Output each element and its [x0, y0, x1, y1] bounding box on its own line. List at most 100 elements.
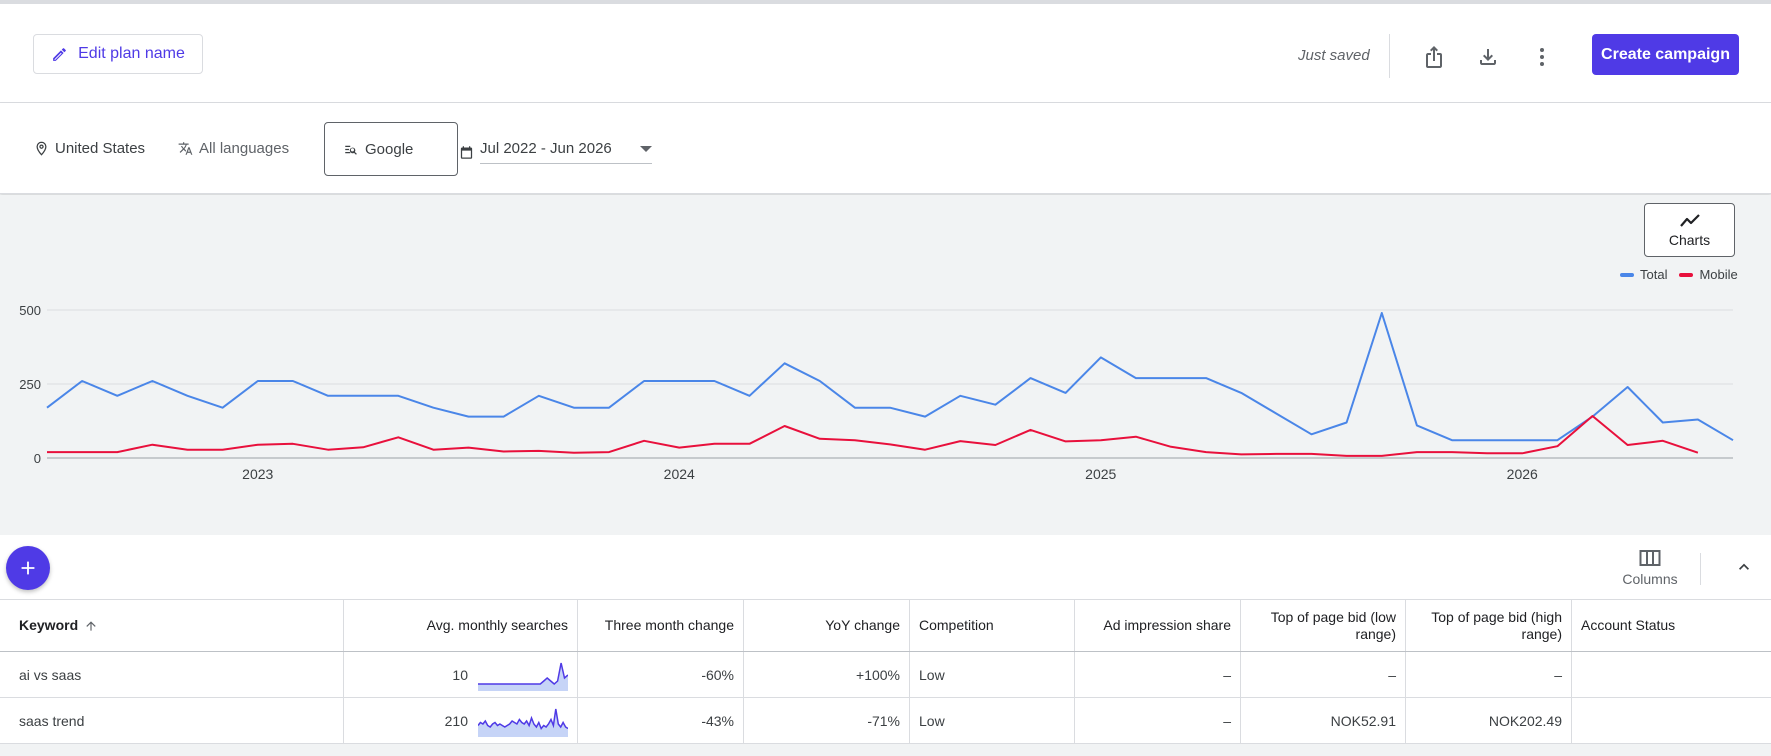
header-divider [1389, 34, 1390, 78]
header-acc-label: Account Status [1581, 617, 1676, 633]
header-3m-label: Three month change [604, 617, 734, 633]
account-status-cell [1572, 698, 1771, 743]
header-keyword[interactable]: Keyword [0, 600, 344, 651]
header-keyword-label: Keyword [19, 617, 79, 633]
date-range-filter[interactable]: Jul 2022 - Jun 2026 [459, 140, 652, 164]
columns-icon [1639, 550, 1661, 566]
trend-chart-panel: 0 250 500 2023 2024 2025 2026 Charts Total Mob… [0, 195, 1771, 535]
header-bid-low[interactable]: Top of page bid (low range) [1241, 600, 1406, 651]
series-line-total [46, 312, 1734, 442]
legend-label-mobile: Mobile [1699, 267, 1738, 282]
trend-sparkline [478, 708, 568, 737]
bid-low-cell: – [1241, 652, 1406, 697]
date-range-label: Jul 2022 - Jun 2026 [480, 140, 612, 157]
yoy-change-cell: -71% [744, 698, 910, 743]
bid-low-cell: NOK52.91 [1241, 698, 1406, 743]
sparkline-area [478, 708, 568, 737]
y-tick-label: 0 [34, 451, 41, 466]
header-three-month-change[interactable]: Three month change [578, 600, 744, 651]
legend-label-total: Total [1640, 267, 1668, 282]
header-avg-label: Avg. monthly searches [426, 617, 568, 633]
chart-legend: Total Mobile [1620, 267, 1738, 282]
plus-icon [21, 561, 35, 575]
y-tick-label: 250 [19, 377, 41, 392]
more-vert-icon [1540, 48, 1544, 66]
edit-plan-name-label: Edit plan name [78, 45, 185, 62]
plan-header: Edit plan name Just saved Create campaig… [0, 0, 1771, 103]
filter-bar: United States All languages Google Jul 2… [0, 103, 1771, 194]
bid-high-cell: – [1406, 652, 1572, 697]
create-campaign-button[interactable]: Create campaign [1592, 34, 1739, 75]
header-competition[interactable]: Competition [910, 600, 1075, 651]
edit-plan-name-button[interactable]: Edit plan name [33, 34, 203, 74]
more-options-button[interactable] [1524, 39, 1560, 75]
table-toolbar: Columns [0, 535, 1771, 600]
legend-item-mobile: Mobile [1679, 267, 1738, 282]
avg-searches-cell: 210 [344, 698, 578, 743]
network-filter[interactable]: Google [324, 122, 458, 176]
location-filter-label: United States [55, 140, 146, 157]
ad-share-cell: – [1075, 652, 1241, 697]
header-bid-high-label: Top of page bid (high range) [1431, 608, 1562, 642]
download-button[interactable] [1470, 39, 1506, 75]
sparkline-line [478, 662, 568, 685]
y-tick-label: 500 [19, 303, 41, 318]
network-filter-label: Google [365, 140, 414, 158]
save-status-text: Just saved [1298, 47, 1370, 64]
columns-button-label: Columns [1622, 571, 1678, 587]
charts-toggle-button[interactable]: Charts [1644, 203, 1735, 257]
share-button[interactable] [1416, 39, 1452, 75]
header-bid-low-label: Top of page bid (low range) [1270, 608, 1396, 642]
table-header-row: Keyword Avg. monthly searches Three mont… [0, 600, 1771, 652]
chevron-up-icon [1739, 563, 1749, 570]
collapse-chart-button[interactable] [1730, 553, 1758, 581]
location-pin-icon [36, 141, 47, 156]
competition-cell: Low [910, 652, 1075, 697]
header-ad-impression-share[interactable]: Ad impression share [1075, 600, 1241, 651]
x-tick-label: 2023 [242, 466, 273, 482]
add-keyword-button[interactable] [6, 546, 50, 590]
header-account-status[interactable]: Account Status [1572, 600, 1771, 651]
avg-searches-cell: 10 [344, 652, 578, 697]
calendar-icon [460, 145, 473, 159]
yoy-change-cell: +100% [744, 652, 910, 697]
legend-swatch-mobile [1679, 272, 1694, 277]
sparkline-area [478, 662, 568, 691]
keyword-table: Keyword Avg. monthly searches Three mont… [0, 600, 1771, 744]
share-icon [1426, 46, 1442, 68]
search-network-icon [345, 145, 357, 155]
three-month-change-cell: -60% [578, 652, 744, 697]
header-yoy-label: YoY change [825, 617, 900, 633]
language-filter[interactable]: All languages [178, 140, 289, 157]
table-row[interactable]: saas trend 210 -43% -71% Low – NOK52.91 … [0, 698, 1771, 744]
header-bid-high[interactable]: Top of page bid (high range) [1406, 600, 1572, 651]
competition-cell: Low [910, 698, 1075, 743]
table-row[interactable]: ai vs saas 10 -60% +100% Low – – – [0, 652, 1771, 698]
header-ais-label: Ad impression share [1103, 617, 1231, 633]
sparkline-line [478, 708, 568, 730]
x-tick-label: 2025 [1085, 466, 1116, 482]
x-tick-label: 2024 [664, 466, 695, 482]
pencil-icon [53, 47, 67, 61]
keyword-cell[interactable]: ai vs saas [0, 652, 344, 697]
legend-item-total: Total [1620, 267, 1667, 282]
header-yoy-change[interactable]: YoY change [744, 600, 910, 651]
keyword-cell[interactable]: saas trend [0, 698, 344, 743]
download-icon [1480, 49, 1496, 65]
charts-button-label: Charts [1668, 232, 1711, 248]
three-month-change-cell: -43% [578, 698, 744, 743]
columns-button[interactable]: Columns [1615, 549, 1685, 587]
legend-swatch-total [1620, 272, 1634, 277]
avg-searches-value: 10 [452, 666, 468, 683]
search-volume-chart: 0 250 500 2023 2024 2025 2026 [19, 303, 1734, 482]
series-line-mobile [47, 415, 1699, 457]
account-status-cell [1572, 652, 1771, 697]
location-filter[interactable]: United States [34, 140, 145, 157]
date-range-field[interactable]: Jul 2022 - Jun 2026 [480, 140, 652, 164]
ad-share-cell: – [1075, 698, 1241, 743]
sort-ascending-icon [86, 620, 96, 631]
translate-icon [178, 142, 193, 155]
x-tick-label: 2026 [1507, 466, 1538, 482]
header-avg-monthly-searches[interactable]: Avg. monthly searches [344, 600, 578, 651]
trend-sparkline [478, 662, 568, 691]
